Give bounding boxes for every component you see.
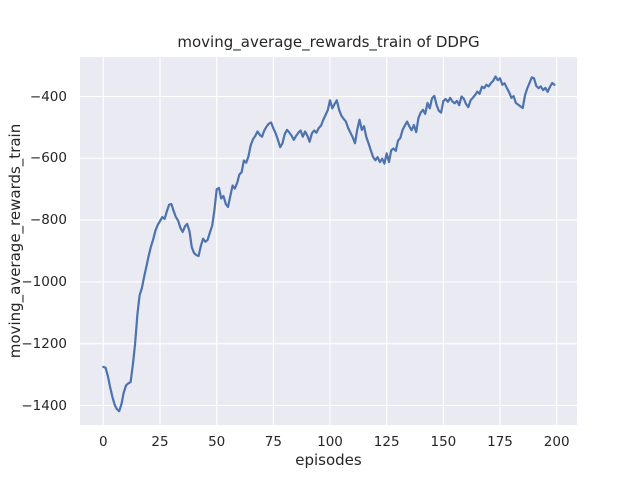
- x-tick-label: 175: [487, 434, 513, 450]
- y-tick-label: −1200: [21, 335, 67, 352]
- x-tick-label: 25: [151, 434, 169, 450]
- y-tick-label: −600: [29, 150, 67, 167]
- y-tick-label: −1000: [21, 273, 67, 290]
- y-tick-label: −800: [29, 212, 67, 229]
- y-axis-label: moving_average_rewards_train: [6, 123, 24, 359]
- plot-area: [80, 57, 577, 425]
- y-tick-label: −1400: [21, 397, 67, 414]
- x-tick-label: 100: [317, 434, 343, 450]
- x-tick-label: 125: [373, 434, 400, 450]
- chart-title: moving_average_rewards_train of DDPG: [177, 33, 480, 51]
- x-tick-label: 200: [543, 434, 570, 450]
- x-tick-label: 75: [264, 434, 282, 450]
- reward-line: [102, 75, 556, 413]
- x-tick-label: 50: [208, 434, 226, 450]
- x-axis-label: episodes: [295, 451, 362, 469]
- x-tick-label: 150: [430, 434, 457, 450]
- y-tick-label: −400: [29, 88, 67, 105]
- x-tick-label: 0: [99, 434, 108, 450]
- line-chart-svg: [80, 57, 577, 425]
